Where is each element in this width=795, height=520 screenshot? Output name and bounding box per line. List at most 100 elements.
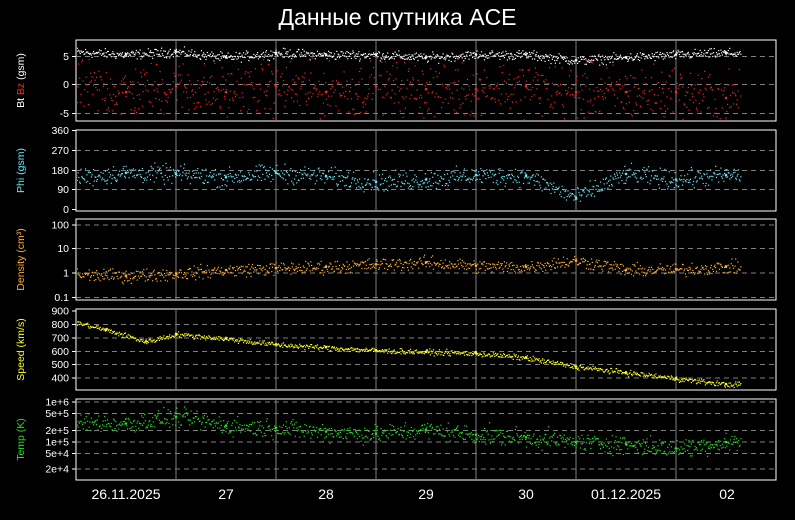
- data-point: [144, 341, 146, 343]
- series-temp: [77, 406, 742, 457]
- data-point: [286, 346, 288, 348]
- data-point: [121, 173, 123, 175]
- data-point: [223, 425, 225, 428]
- data-point: [235, 51, 237, 54]
- data-point: [307, 345, 309, 347]
- data-point: [486, 57, 488, 59]
- data-point: [532, 52, 534, 54]
- data-point: [667, 108, 669, 110]
- data-point: [547, 183, 549, 185]
- data-point: [474, 263, 476, 265]
- data-point: [239, 97, 241, 99]
- data-point: [528, 55, 530, 57]
- data-point: [268, 425, 271, 427]
- data-point: [281, 73, 283, 75]
- data-point: [587, 194, 589, 196]
- data-point: [111, 53, 113, 55]
- data-point: [513, 353, 515, 355]
- data-point: [362, 349, 364, 351]
- data-point: [217, 338, 219, 340]
- data-point: [298, 346, 300, 348]
- data-point: [412, 57, 415, 60]
- data-point: [104, 415, 106, 418]
- data-point: [619, 370, 621, 372]
- data-point: [458, 263, 460, 265]
- data-point: [534, 58, 536, 60]
- data-point: [716, 174, 718, 176]
- data-point: [105, 329, 107, 332]
- data-point: [679, 51, 681, 53]
- data-point: [437, 96, 439, 99]
- data-point: [198, 54, 200, 56]
- data-point: [581, 194, 583, 196]
- data-point: [265, 169, 267, 171]
- data-point: [104, 328, 106, 330]
- data-point: [182, 63, 184, 65]
- data-point: [608, 268, 610, 270]
- data-point: [385, 349, 387, 351]
- data-point: [197, 267, 199, 269]
- data-point: [486, 172, 488, 174]
- data-point: [359, 111, 361, 113]
- data-point: [224, 424, 228, 427]
- data-point: [375, 54, 377, 56]
- data-point: [478, 56, 480, 58]
- data-point: [589, 60, 591, 62]
- data-point: [578, 61, 580, 63]
- data-point: [701, 380, 703, 382]
- data-point: [599, 265, 601, 267]
- data-points: [77, 162, 742, 202]
- data-point: [413, 58, 415, 60]
- data-point: [681, 263, 684, 265]
- data-point: [662, 178, 664, 180]
- data-point: [206, 81, 208, 83]
- data-point: [89, 327, 91, 329]
- data-point: [107, 328, 109, 330]
- data-point: [643, 373, 645, 375]
- data-point: [489, 356, 491, 358]
- data-point: [203, 271, 205, 273]
- data-point: [339, 347, 341, 349]
- data-point: [643, 271, 645, 274]
- data-point: [270, 80, 272, 82]
- data-point: [145, 89, 147, 91]
- data-point: [556, 262, 558, 264]
- data-point: [198, 87, 200, 89]
- data-point: [611, 82, 613, 84]
- data-point: [288, 174, 290, 176]
- data-point: [571, 193, 573, 195]
- data-point: [444, 66, 446, 68]
- data-point: [192, 275, 194, 278]
- data-point: [79, 321, 81, 323]
- data-point: [127, 171, 129, 173]
- data-point: [597, 95, 599, 97]
- data-point: [342, 350, 344, 352]
- data-point: [531, 358, 533, 360]
- data-point: [270, 430, 272, 432]
- data-point: [131, 422, 133, 424]
- data-point: [299, 56, 302, 58]
- data-point: [77, 420, 78, 423]
- data-point: [509, 356, 511, 358]
- data-point: [673, 179, 675, 181]
- y-axis-label: Temp (K): [15, 418, 27, 461]
- data-point: [726, 52, 728, 55]
- data-point: [737, 173, 739, 175]
- data-point: [735, 178, 737, 180]
- data-point: [528, 89, 530, 91]
- data-point: [446, 88, 448, 90]
- data-point: [430, 172, 432, 174]
- data-point: [282, 85, 284, 87]
- data-point: [217, 186, 219, 188]
- data-point: [652, 55, 654, 57]
- data-point: [704, 87, 706, 89]
- data-point: [81, 175, 83, 178]
- data-point: [349, 52, 351, 55]
- data-point: [704, 185, 706, 187]
- data-point: [517, 266, 519, 268]
- data-point: [348, 186, 350, 188]
- data-point: [399, 110, 401, 112]
- data-point: [119, 52, 121, 54]
- data-point: [205, 58, 207, 61]
- data-point: [609, 372, 611, 374]
